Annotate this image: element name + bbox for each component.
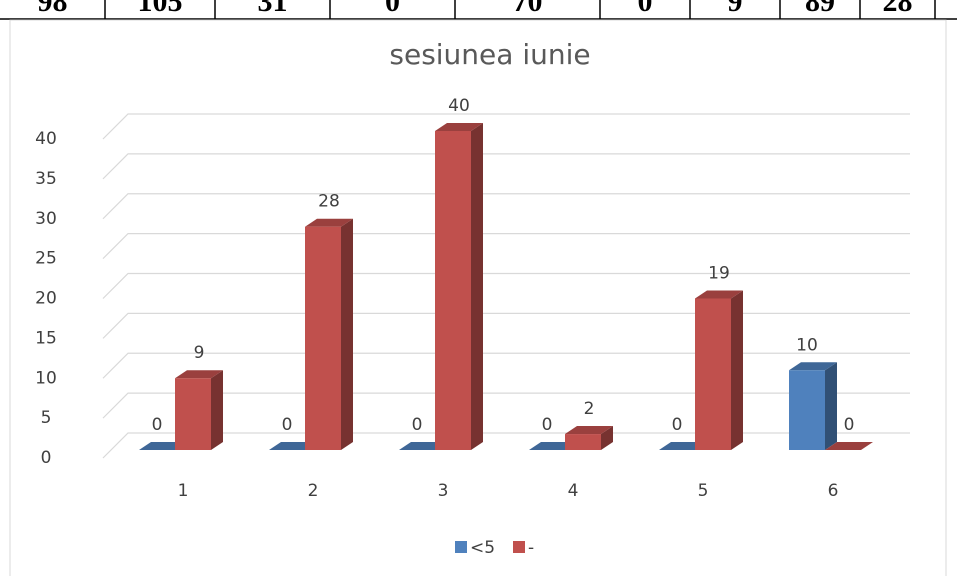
data-label: 0	[412, 415, 423, 435]
bar	[305, 226, 341, 450]
y-tick-label: 30	[35, 209, 57, 229]
table-cell: 105	[138, 0, 183, 18]
grid-line	[102, 272, 910, 299]
x-tick-label: 3	[438, 481, 449, 501]
data-label: 10	[796, 335, 818, 355]
table-cell: 70	[513, 0, 543, 18]
data-label: 9	[194, 343, 205, 363]
bar-top	[789, 362, 837, 371]
grid-line	[102, 233, 910, 260]
table-cell: 9	[728, 0, 743, 18]
bar-side	[471, 123, 483, 450]
table-cell: 0	[638, 0, 653, 18]
table-cell: 28	[883, 0, 913, 18]
chart-frame	[9, 19, 947, 580]
bar-top	[695, 290, 743, 299]
data-label: 0	[844, 415, 855, 435]
data-label: 2	[584, 399, 595, 419]
table-cell: 98	[38, 0, 68, 18]
x-tick-label: 4	[568, 481, 579, 501]
data-label: 0	[542, 415, 553, 435]
bar-top	[175, 370, 223, 379]
bar	[175, 378, 211, 450]
bar-top	[565, 426, 613, 435]
bar-top	[435, 123, 483, 131]
grid-line	[102, 153, 910, 180]
legend-swatch	[455, 541, 467, 553]
x-tick-label: 2	[308, 481, 319, 501]
data-label: 28	[318, 192, 340, 212]
bar-side	[211, 370, 223, 450]
y-tick-label: 5	[41, 408, 52, 428]
y-tick-label: 10	[35, 368, 57, 388]
data-label: 40	[448, 96, 470, 116]
y-tick-label: 15	[35, 328, 57, 348]
bar	[695, 298, 731, 450]
table-cell: 0	[385, 0, 400, 18]
data-label: 0	[152, 415, 163, 435]
grid-line	[102, 113, 910, 140]
bar	[789, 370, 825, 450]
x-tick-label: 1	[178, 481, 189, 501]
y-tick-label: 35	[35, 169, 57, 189]
bar-top	[305, 218, 353, 227]
bar-side	[731, 290, 743, 450]
grid-line	[102, 432, 910, 459]
bar-top	[825, 442, 873, 450]
y-tick-label: 25	[35, 249, 57, 269]
y-tick-label: 20	[35, 289, 57, 309]
bar	[435, 131, 471, 450]
bar-side	[601, 426, 613, 450]
legend-label: -	[528, 538, 534, 558]
table-cell: 89	[805, 0, 835, 18]
grid-line	[102, 193, 910, 220]
bar	[565, 434, 601, 450]
x-tick-label: 5	[698, 481, 709, 501]
data-label: 19	[708, 263, 730, 283]
chart-title: sesiunea iunie	[389, 38, 590, 71]
legend-swatch	[513, 541, 525, 553]
table-cell: 31	[258, 0, 288, 18]
grid-line	[102, 312, 910, 339]
y-tick-label: 0	[41, 448, 52, 468]
bar-side	[825, 362, 837, 450]
grid-line	[102, 392, 910, 419]
data-label: 0	[672, 415, 683, 435]
x-tick-label: 6	[828, 481, 839, 501]
legend-label: <5	[470, 538, 495, 558]
grid-line	[102, 352, 910, 379]
bar-side	[341, 218, 353, 450]
y-tick-label: 40	[35, 129, 57, 149]
data-label: 0	[282, 415, 293, 435]
